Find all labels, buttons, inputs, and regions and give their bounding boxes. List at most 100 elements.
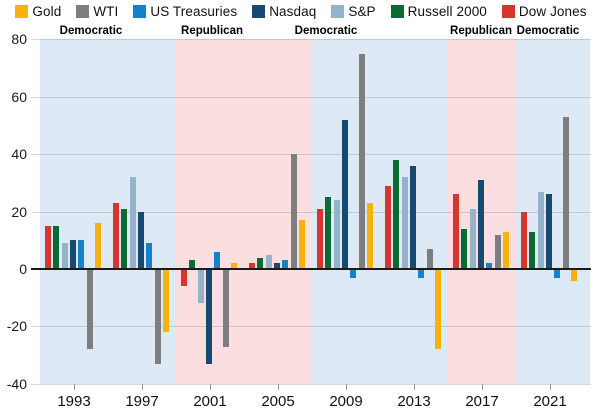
y-axis-label-40: 40 [11, 146, 27, 163]
bar-2009-us-treasuries [350, 269, 357, 278]
gridline--20 [31, 326, 591, 327]
legend-swatch-icon [252, 4, 266, 18]
bar-1993-russell-2000 [53, 225, 60, 269]
bar-2005-gold [298, 220, 305, 269]
x-tick-2001 [210, 384, 211, 390]
y-axis-label-0: 0 [19, 261, 27, 277]
legend-swatch-icon [331, 4, 345, 18]
term-band-democratic [40, 39, 176, 384]
bar-2013-russell-2000 [393, 159, 400, 269]
legend-label: Gold [32, 3, 62, 19]
bar-1997-s-p [129, 177, 136, 269]
y-axis-label--40: -40 [6, 375, 27, 392]
bar-1997-russell-2000 [121, 208, 128, 269]
bar-2021-wti [562, 116, 569, 269]
bar-2013-dow-jones [385, 185, 392, 269]
bar-2013-s-p [401, 177, 408, 269]
bar-2009-dow-jones [317, 208, 324, 269]
bar-2005-s-p [265, 254, 272, 270]
party-label-republican: Republican [181, 25, 243, 37]
bar-1997-nasdaq [138, 211, 144, 269]
x-tick-2021 [550, 384, 551, 390]
y-axis-label-20: 20 [11, 203, 27, 220]
legend-label: US Treasuries [150, 3, 238, 19]
bar-2021-dow-jones [521, 211, 528, 269]
bar-2001-gold [230, 263, 237, 269]
bar-2009-gold [366, 203, 373, 269]
bar-1993-nasdaq [70, 240, 76, 269]
legend-item-wti: WTI [76, 4, 118, 19]
bar-1993-wti [86, 269, 93, 350]
party-label-republican: Republican [450, 25, 512, 37]
x-tick-2005 [278, 384, 279, 390]
bar-2005-us-treasuries [282, 260, 289, 269]
bar-2013-wti [426, 248, 433, 269]
gridline--40 [31, 384, 591, 385]
party-label-democratic: Democratic [294, 25, 358, 37]
chart-legend: Gold WTI US Treasuries Nasdaq S&P Russell 200… [0, 0, 602, 22]
legend-item-s-p: S&P [331, 3, 376, 19]
bar-2017-nasdaq [478, 180, 484, 269]
bar-1997-gold [162, 269, 169, 333]
bar-2001-nasdaq [206, 269, 212, 364]
bar-1993-gold [94, 223, 101, 269]
x-tick-1993 [74, 384, 75, 390]
x-tick-2009 [346, 384, 347, 390]
legend-swatch-icon [501, 4, 515, 18]
legend-label: Dow Jones [518, 3, 587, 19]
party-label-democratic: Democratic [59, 25, 123, 37]
bar-1997-wti [154, 269, 161, 364]
x-tick-1997 [142, 384, 143, 390]
legend-item-russell-2000: Russell 2000 [390, 3, 487, 19]
bar-2021-gold [570, 269, 577, 281]
legend-label: WTI [93, 3, 119, 19]
legend-label: Nasdaq [269, 3, 317, 19]
legend-swatch-icon [390, 4, 404, 18]
x-tick-2017 [482, 384, 483, 390]
bar-2017-dow-jones [453, 194, 460, 269]
legend-item-us-treasuries: US Treasuries [133, 4, 237, 19]
bar-2013-us-treasuries [418, 269, 425, 278]
bar-2021-s-p [537, 191, 544, 269]
legend-label: Russell 2000 [407, 3, 487, 19]
bar-2009-nasdaq [342, 119, 348, 269]
gridline-20 [31, 212, 591, 213]
x-axis-label-2021: 2021 [533, 393, 567, 410]
bar-2009-wti [358, 53, 365, 270]
legend-swatch-icon [133, 4, 147, 18]
bar-2021-russell-2000 [529, 231, 536, 269]
bar-2001-s-p [197, 269, 204, 304]
term-band-republican [176, 39, 312, 384]
legend-label: S&P [348, 3, 376, 19]
bar-2017-gold [502, 231, 509, 269]
bar-2005-nasdaq [274, 263, 280, 269]
x-axis-label-2017: 2017 [465, 393, 499, 410]
y-axis-label-80: 80 [11, 31, 27, 48]
x-axis-label-1997: 1997 [125, 393, 159, 410]
bar-2005-dow-jones [249, 263, 256, 269]
bar-2013-gold [434, 269, 441, 350]
bar-2013-nasdaq [410, 165, 416, 269]
x-axis-label-2009: 2009 [329, 393, 363, 410]
bar-2001-dow-jones [181, 269, 188, 287]
y-axis-label-60: 60 [11, 88, 27, 105]
gridline-80 [31, 39, 591, 40]
bar-2005-wti [290, 154, 297, 269]
bar-2005-russell-2000 [257, 257, 264, 269]
bar-2001-us-treasuries [214, 251, 221, 269]
legend-item-dow-jones: Dow Jones [501, 3, 587, 19]
bar-2001-wti [222, 269, 229, 347]
legend-item-gold: Gold [15, 4, 61, 19]
bar-1993-s-p [61, 243, 68, 269]
x-tick-2013 [414, 384, 415, 390]
bar-2009-s-p [333, 200, 340, 269]
bar-2021-nasdaq [546, 194, 552, 269]
bar-1997-dow-jones [113, 203, 120, 269]
x-axis-label-2005: 2005 [261, 393, 295, 410]
zero-axis-line [31, 268, 591, 270]
bar-2001-russell-2000 [189, 260, 196, 269]
bar-2009-russell-2000 [325, 197, 332, 270]
legend-swatch-icon [76, 4, 90, 18]
bar-2017-s-p [469, 208, 476, 269]
